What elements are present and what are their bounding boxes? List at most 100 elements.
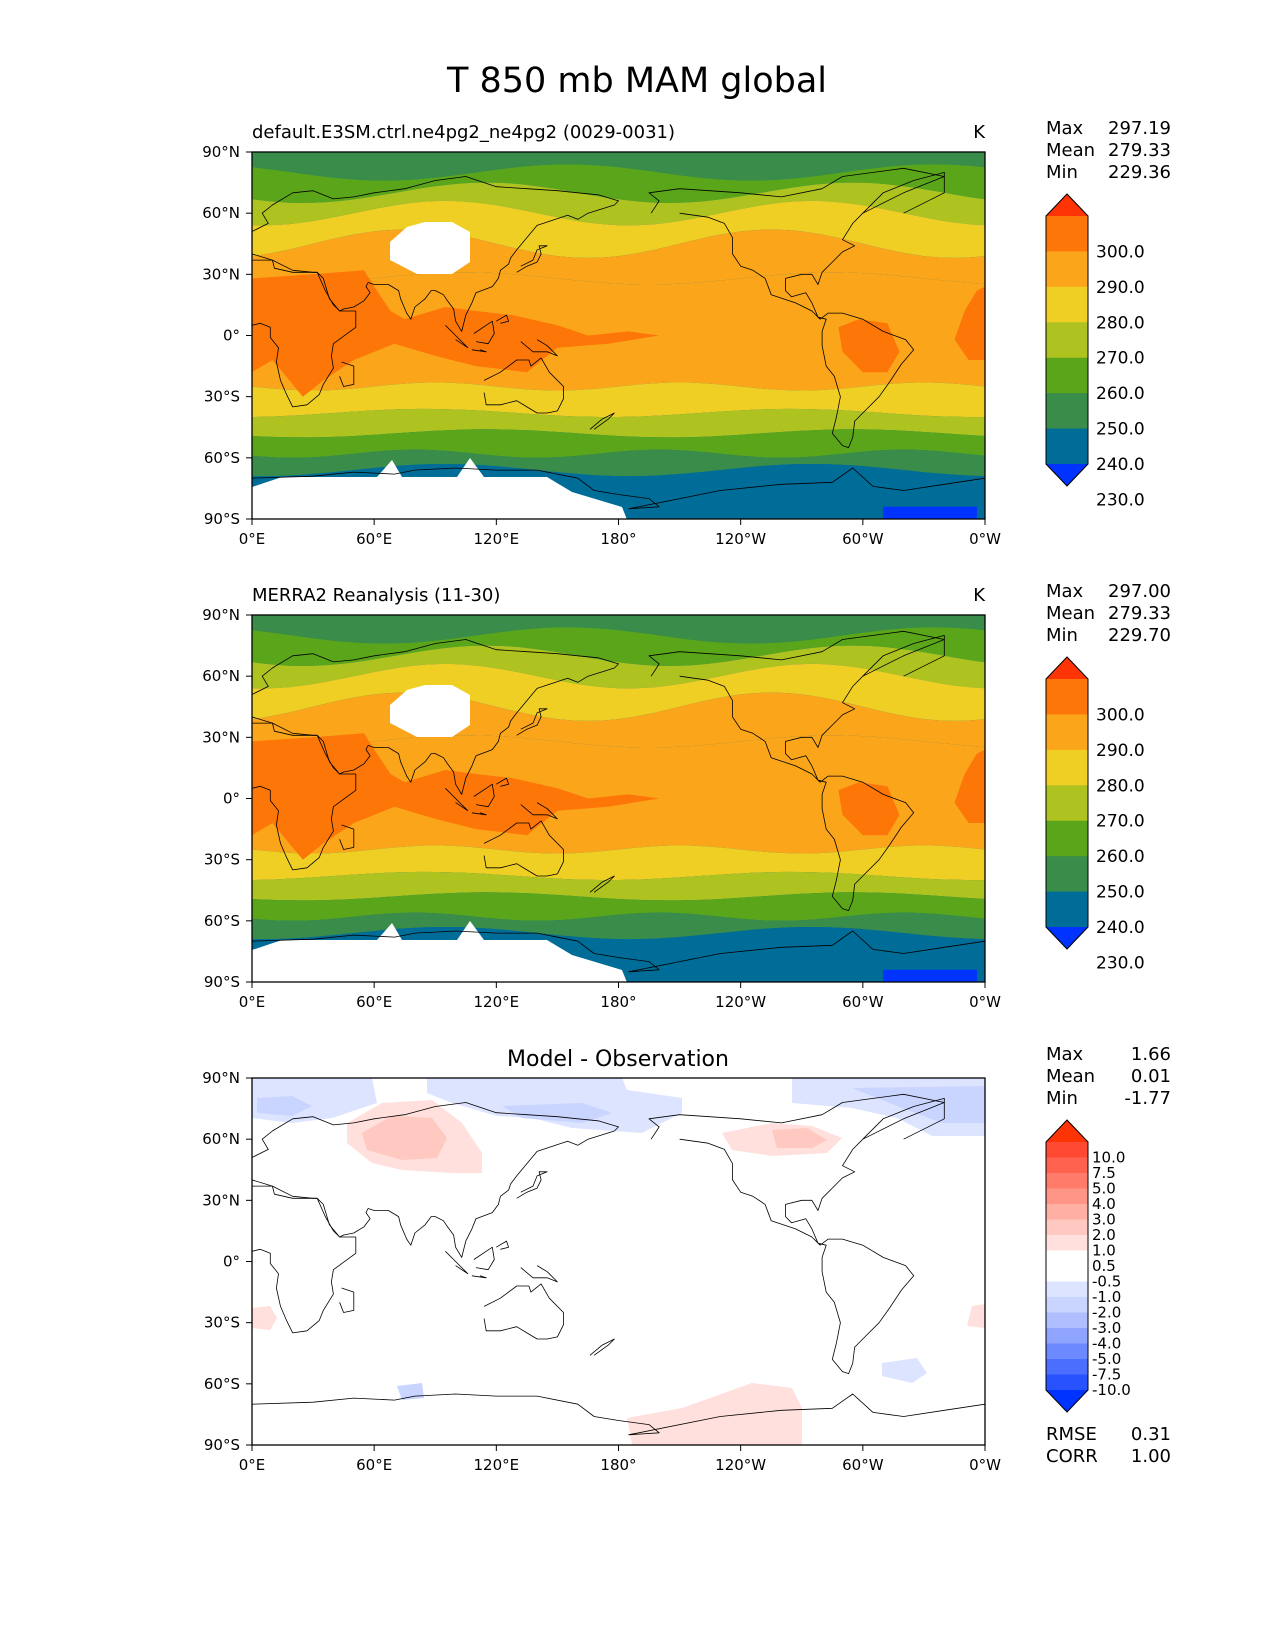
- colorbar-swatch: [1046, 1328, 1088, 1345]
- x-tick-label: 0°W: [969, 530, 1001, 548]
- colorbar-observation: 230.0 240.0 250.0 260.0 270.0 280.0 290.0 300.0: [1045, 656, 1145, 973]
- warm-pool: [838, 782, 900, 836]
- coastline: [252, 639, 619, 795]
- colorbar-extend-min: [1046, 927, 1088, 949]
- colorbar-outline: [1045, 656, 1089, 950]
- colorbar-swatch: [1046, 856, 1088, 893]
- diff-patch-neg-arctic-central-strong: [502, 1103, 612, 1123]
- rmse-label: RMSE: [1046, 1424, 1097, 1445]
- antarctic-missing-data: [252, 921, 627, 982]
- x-tick-label: 120°W: [715, 530, 766, 548]
- colorbar-swatch: [1046, 286, 1088, 323]
- stat-max-value: 297.00: [1108, 581, 1171, 602]
- warm-pool: [252, 270, 660, 397]
- colorbar-swatch: [1046, 1188, 1088, 1205]
- colorbar-level-label: -5.0: [1092, 1350, 1121, 1368]
- coastline: [516, 1171, 548, 1199]
- stat-max-label: Max: [1046, 118, 1084, 139]
- colorbar-extend-min: [1046, 464, 1088, 486]
- diff-patch-neg-south-atlantic: [882, 1358, 927, 1383]
- x-tick-label: 120°W: [715, 993, 766, 1011]
- temperature-band: [252, 382, 985, 418]
- panel-title: Model - Observation: [507, 1047, 729, 1072]
- colorbar-swatch: [1046, 322, 1088, 359]
- temperature-band: [252, 615, 985, 644]
- y-tick-label: 90°N: [202, 143, 240, 161]
- colorbar-swatch: [1046, 679, 1088, 716]
- colorbar-level-label: -10.0: [1092, 1381, 1131, 1399]
- temperature-band: [252, 429, 985, 458]
- temperature-band: [252, 200, 985, 258]
- temperature-band: [252, 627, 985, 666]
- y-tick-label: 60°N: [202, 1130, 240, 1148]
- colorbar-level-label: 250.0: [1096, 883, 1145, 903]
- coastline: [520, 339, 558, 357]
- x-tick-label: 60°W: [842, 1456, 884, 1474]
- colorbar-swatch: [1046, 785, 1088, 822]
- colorbar-swatch: [1046, 1235, 1088, 1252]
- colorbar-swatch: [1046, 1374, 1088, 1391]
- colorbar-level-label: 0.5: [1092, 1257, 1116, 1275]
- stat-min-label: Min: [1046, 162, 1078, 183]
- coastline: [496, 777, 510, 787]
- y-axis: 90°N 60°N 30°N 0° 30°S 60°S 90°S: [202, 1069, 252, 1454]
- colorbar-swatch: [1046, 251, 1088, 288]
- panel-model: default.E3SM.ctrl.ne4pg2_ne4pg2 (0029-00…: [202, 122, 1001, 548]
- x-tick-label: 120°E: [474, 1456, 520, 1474]
- stat-mean-value: 279.33: [1108, 603, 1171, 624]
- x-tick-label: 180°: [600, 1456, 636, 1474]
- temperature-band: [252, 871, 985, 901]
- colorbar-level-label: 230.0: [1096, 490, 1145, 510]
- stat-mean-value: 279.33: [1108, 140, 1171, 161]
- colorbar-swatch: [1046, 1297, 1088, 1314]
- colorbar-swatch: [1046, 891, 1088, 928]
- colorbar-swatch: [1046, 714, 1088, 751]
- colorbar-level-label: -3.0: [1092, 1319, 1121, 1337]
- coastline: [471, 812, 487, 816]
- diff-patch-neg-arctic-east-strong: [852, 1086, 985, 1123]
- coastline: [589, 1338, 615, 1356]
- colorbar-swatch: [1046, 1343, 1088, 1360]
- coastlines: [252, 167, 985, 510]
- stat-min-value: 229.70: [1108, 625, 1171, 646]
- colorbar-level-label: 240.0: [1096, 918, 1145, 938]
- map-area: [252, 152, 985, 519]
- colorbar-difference: -10.0-7.5-5.0-4.0-3.0-2.0-1.0-0.50.51.02…: [1045, 1119, 1131, 1413]
- rmse-value: 0.31: [1131, 1424, 1171, 1445]
- colorbar-swatch: [1046, 1312, 1088, 1329]
- colorbar-level-label: -0.5: [1092, 1273, 1121, 1291]
- diff-patch-pos-alaska-strong: [772, 1128, 827, 1148]
- temperature-band: [252, 645, 985, 689]
- warm-pool: [838, 319, 900, 373]
- panel-title: MERRA2 Reanalysis (11-30): [252, 585, 500, 606]
- x-tick-label: 60°E: [356, 530, 392, 548]
- x-tick-label: 0°E: [239, 993, 266, 1011]
- colorbar-swatch: [1046, 357, 1088, 394]
- temperature-band: [252, 272, 985, 391]
- colorbar-extend-min: [1046, 1390, 1088, 1412]
- coastline: [589, 875, 615, 893]
- coastline: [648, 167, 945, 449]
- coastline: [339, 1287, 355, 1313]
- coastline: [339, 824, 355, 850]
- coastlines: [252, 1093, 985, 1436]
- stat-mean-value: 0.01: [1131, 1066, 1171, 1087]
- y-tick-label: 30°S: [204, 388, 240, 406]
- coastline: [589, 412, 615, 430]
- diff-patch-neg-arctic-west-strong: [257, 1096, 312, 1116]
- colorbar-level-label: 230.0: [1096, 953, 1145, 973]
- stat-mean-label: Mean: [1046, 1066, 1095, 1087]
- coastline: [520, 802, 558, 820]
- coastline: [862, 634, 945, 677]
- colorbar-level-label: 260.0: [1096, 847, 1145, 867]
- colorbar-swatch: [1046, 749, 1088, 786]
- coastline: [483, 357, 564, 414]
- colorbar-level-label: 290.0: [1096, 278, 1145, 298]
- coastline: [496, 314, 510, 324]
- diff-patch-pos-antarctica: [627, 1383, 802, 1445]
- antarctic-coldest: [883, 969, 977, 982]
- warm-pool: [954, 286, 985, 360]
- panel-difference: Model - Observation: [202, 1047, 1001, 1474]
- colorbar-level-label: -4.0: [1092, 1335, 1121, 1353]
- y-tick-label: 90°N: [202, 1069, 240, 1087]
